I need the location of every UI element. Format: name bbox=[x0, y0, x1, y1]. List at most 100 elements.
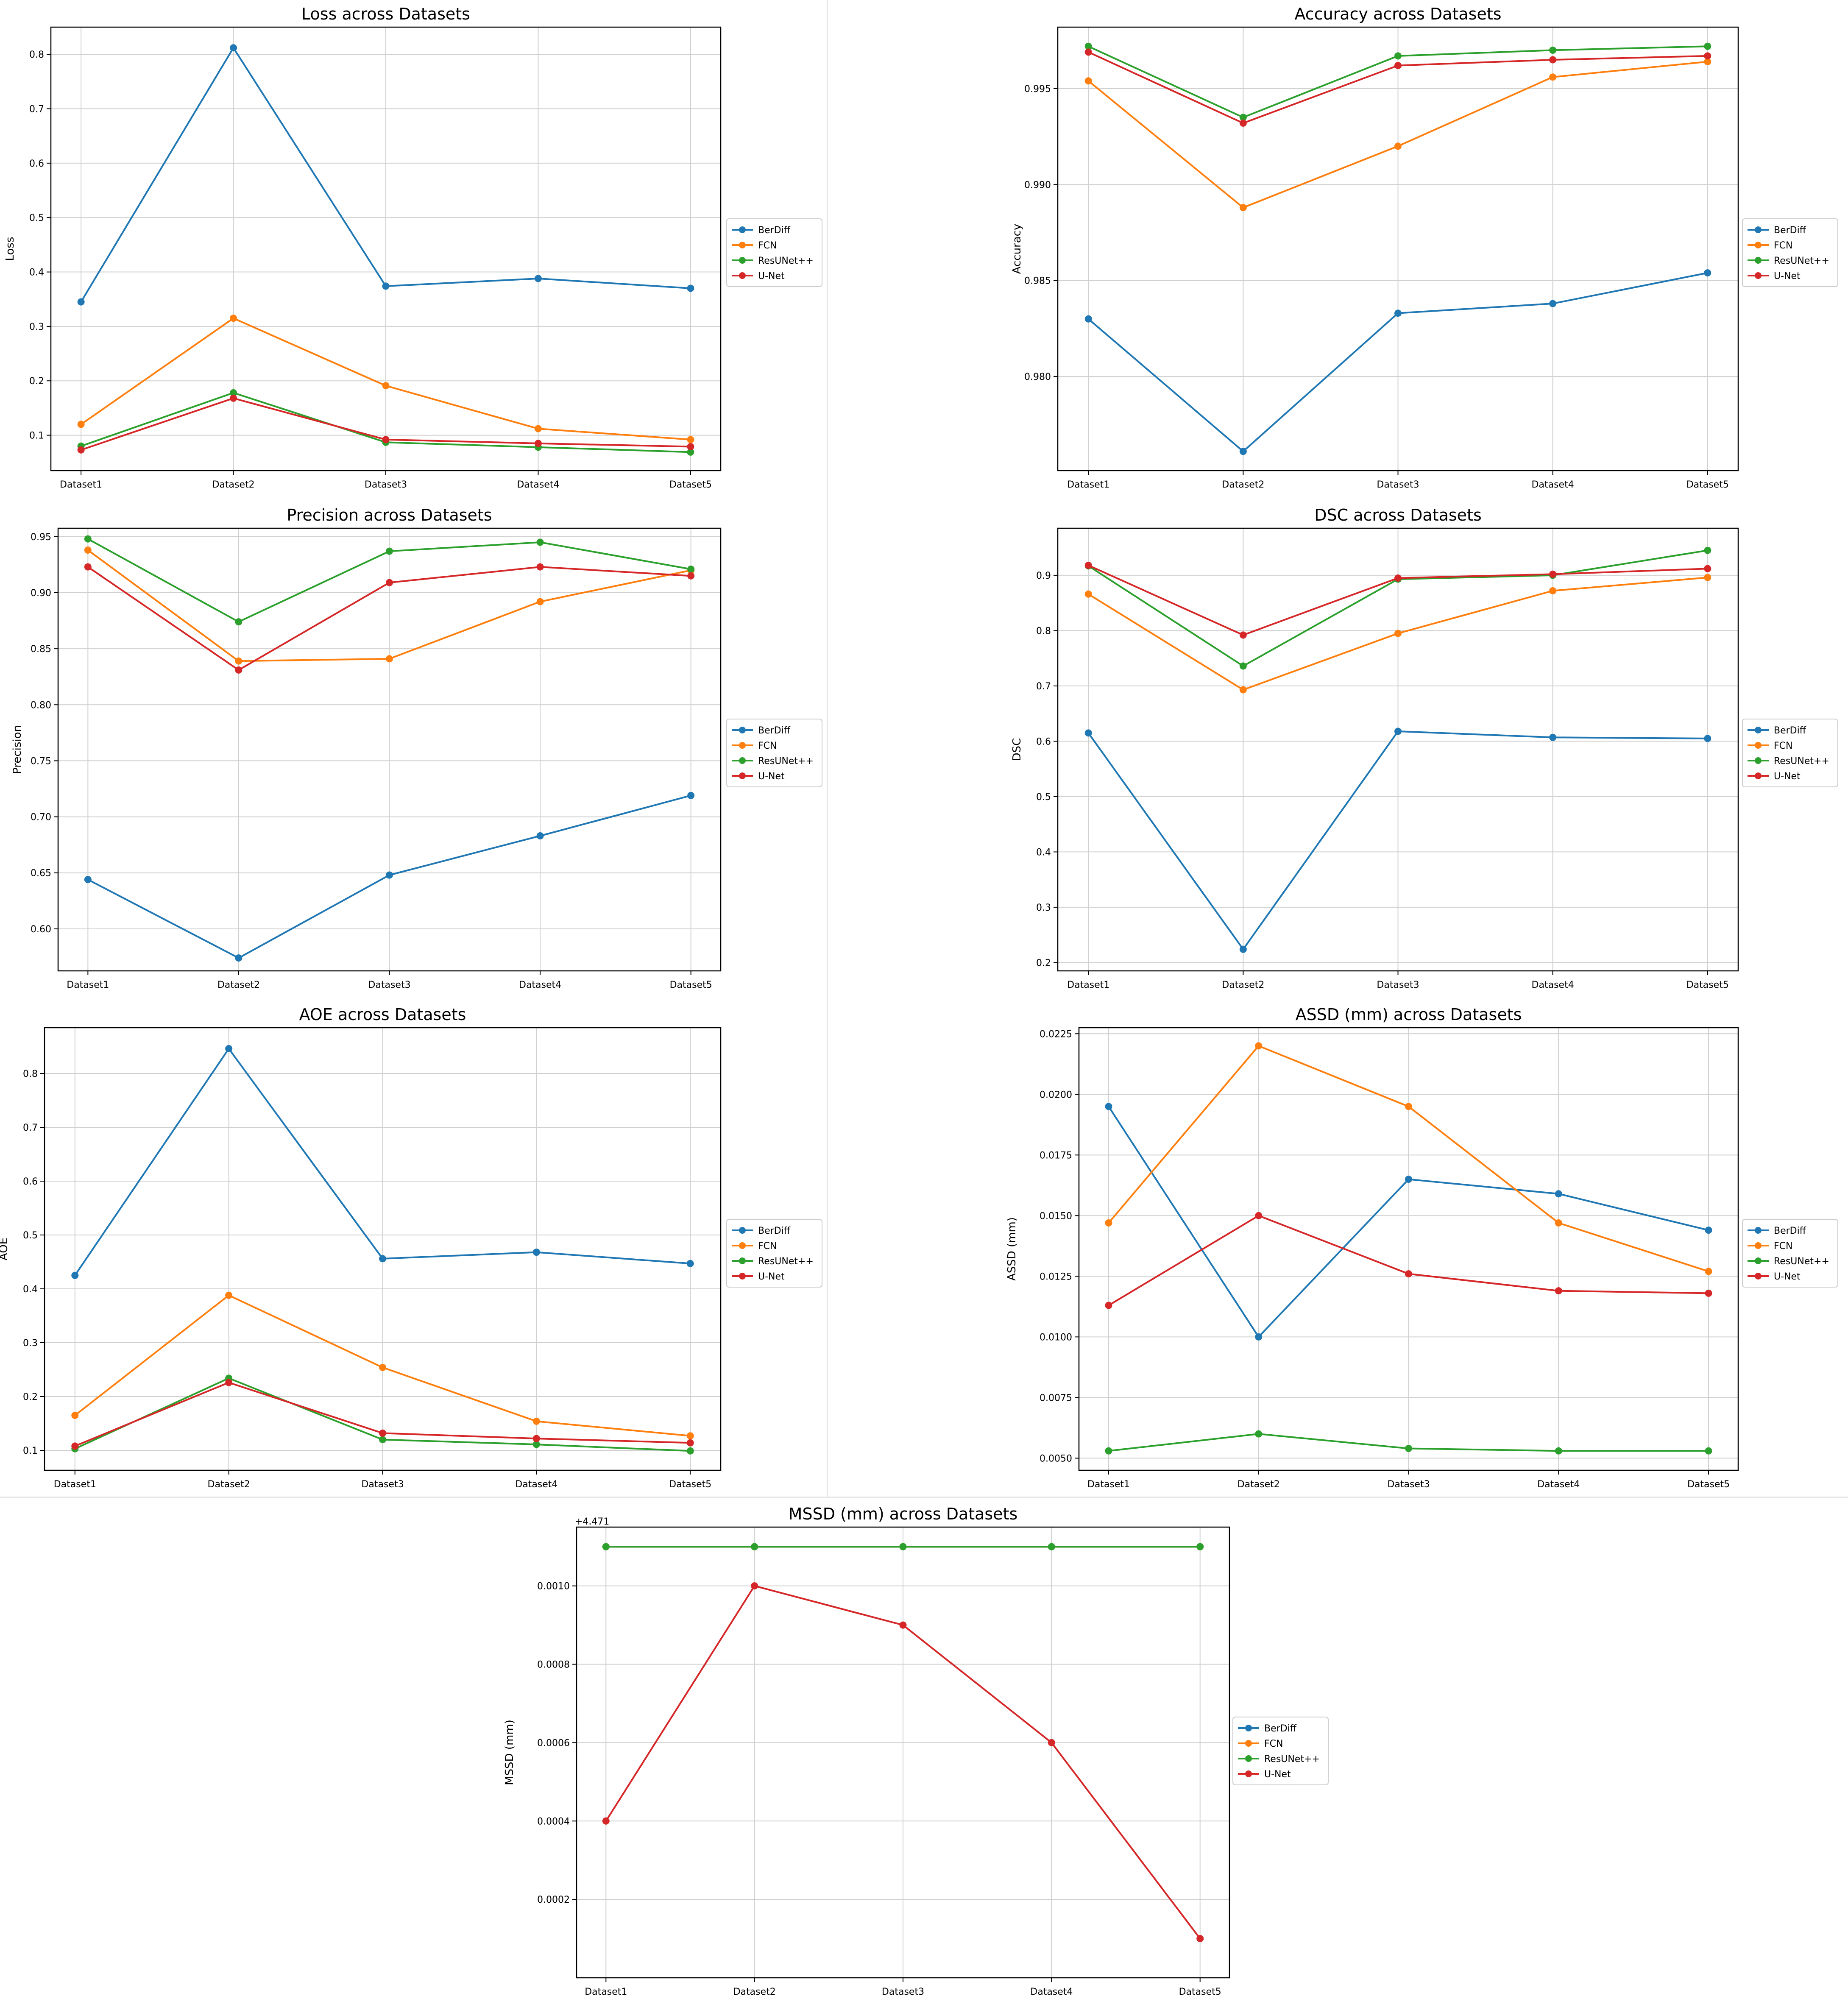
y-tick-label: 0.6 bbox=[29, 159, 44, 169]
legend-label: BerDiff bbox=[1264, 1723, 1297, 1734]
legend-marker bbox=[739, 1257, 746, 1264]
data-point-U-Net bbox=[1196, 1935, 1204, 1943]
data-point-U-Net bbox=[534, 440, 542, 447]
data-point-BerDiff bbox=[532, 1249, 540, 1256]
legend-label: BerDiff bbox=[1774, 225, 1806, 236]
legend-marker bbox=[1755, 1273, 1762, 1280]
plot-frame bbox=[57, 527, 722, 972]
y-tick-label: 0.80 bbox=[31, 700, 51, 711]
x-tick-label: Dataset3 bbox=[1377, 980, 1419, 990]
legend-marker bbox=[739, 242, 746, 248]
data-point-ResUNet++ bbox=[1549, 46, 1557, 54]
legend-box bbox=[1742, 719, 1838, 787]
data-point-BerDiff bbox=[1549, 733, 1557, 741]
data-point-BerDiff bbox=[1239, 448, 1247, 455]
legend-label: FCN bbox=[1264, 1739, 1283, 1749]
y-tick-label: 0.985 bbox=[1024, 276, 1051, 287]
legend-label: U-Net bbox=[1774, 1271, 1801, 1282]
data-point-BerDiff bbox=[1555, 1190, 1562, 1198]
chart-title: MSSD (mm) across Datasets bbox=[789, 1505, 1018, 1523]
data-point-BerDiff bbox=[1549, 300, 1557, 307]
legend-label: FCN bbox=[1774, 1241, 1792, 1252]
x-tick-label: Dataset2 bbox=[1238, 1479, 1280, 1490]
legend-box bbox=[726, 719, 822, 787]
data-point-ResUNet++ bbox=[1105, 1447, 1112, 1455]
data-point-BerDiff bbox=[1105, 1103, 1112, 1110]
dsc-chart-svg: DSC across Datasets Dataset1 Dataset2 Datas… bbox=[1011, 506, 1838, 990]
data-point-FCN bbox=[379, 1363, 386, 1371]
data-point-ResUNet++ bbox=[1704, 546, 1711, 554]
data-point-ResUNet++ bbox=[602, 1543, 610, 1550]
x-tick-label: Dataset1 bbox=[1067, 980, 1109, 990]
y-tick-label: 0.8 bbox=[29, 50, 44, 60]
x-tick-label: Dataset5 bbox=[1179, 1987, 1221, 1996]
y-tick-label: 0.0010 bbox=[537, 1581, 570, 1592]
data-point-ResUNet++ bbox=[1704, 42, 1711, 50]
y-offset-label: +4.471 bbox=[575, 1517, 609, 1527]
data-point-BerDiff bbox=[1394, 728, 1402, 735]
legend-label: U-Net bbox=[1774, 271, 1801, 282]
data-point-U-Net bbox=[1394, 62, 1402, 70]
y-tick-label: 0.0008 bbox=[537, 1660, 570, 1670]
data-point-ResUNet++ bbox=[379, 1436, 386, 1444]
y-tick-label: 0.0075 bbox=[1040, 1393, 1072, 1403]
legend-marker bbox=[1755, 242, 1762, 248]
legend-marker bbox=[1755, 772, 1762, 779]
y-tick-label: 0.0006 bbox=[537, 1738, 570, 1748]
data-point-U-Net bbox=[536, 563, 544, 571]
data-point-ResUNet++ bbox=[235, 618, 242, 626]
y-axis-label: Loss bbox=[4, 237, 17, 261]
data-point-FCN bbox=[1549, 73, 1557, 81]
data-point-FCN bbox=[382, 382, 390, 390]
data-point-BerDiff bbox=[536, 832, 544, 840]
x-tick-label: Dataset1 bbox=[1087, 1479, 1130, 1490]
data-point-ResUNet++ bbox=[1239, 114, 1247, 121]
x-tick-label: Dataset5 bbox=[669, 479, 712, 490]
data-point-U-Net bbox=[1048, 1739, 1055, 1746]
data-point-FCN bbox=[1394, 630, 1402, 637]
x-tick-label: Dataset5 bbox=[1687, 1479, 1730, 1490]
y-axis-label: AOE bbox=[0, 1238, 10, 1260]
y-tick-label: 0.2 bbox=[1036, 958, 1051, 968]
data-point-U-Net bbox=[1705, 1289, 1712, 1297]
data-point-U-Net bbox=[1084, 561, 1092, 569]
legend-marker bbox=[1755, 1227, 1762, 1234]
y-tick-label: 0.90 bbox=[31, 588, 51, 599]
data-point-ResUNet++ bbox=[536, 538, 544, 546]
x-tick-label: Dataset5 bbox=[1686, 980, 1729, 990]
x-tick-label: Dataset1 bbox=[60, 479, 102, 490]
x-tick-label: Dataset2 bbox=[212, 479, 254, 490]
plot-frame bbox=[1057, 527, 1739, 972]
y-tick-label: 0.85 bbox=[31, 644, 51, 655]
data-point-ResUNet++ bbox=[1084, 42, 1092, 50]
legend-label: U-Net bbox=[1774, 771, 1801, 782]
y-tick-label: 0.95 bbox=[31, 532, 51, 543]
legend-label: BerDiff bbox=[1774, 725, 1806, 736]
legend-label: U-Net bbox=[1264, 1769, 1291, 1780]
x-tick-label: Dataset2 bbox=[217, 980, 260, 990]
legend-box bbox=[1232, 1717, 1329, 1785]
x-tick-label: Dataset4 bbox=[515, 1479, 557, 1490]
data-point-BerDiff bbox=[379, 1255, 386, 1263]
legend-marker bbox=[1245, 1740, 1252, 1747]
legend-marker bbox=[1755, 1257, 1762, 1264]
y-tick-label: 0.2 bbox=[29, 376, 44, 387]
data-point-FCN bbox=[536, 598, 544, 605]
x-tick-label: Dataset2 bbox=[208, 1479, 250, 1490]
data-point-BerDiff bbox=[1084, 729, 1092, 737]
data-point-FCN bbox=[71, 1411, 79, 1419]
chart-title: Precision across Datasets bbox=[287, 506, 492, 524]
legend-marker bbox=[1755, 727, 1762, 733]
data-point-BerDiff bbox=[687, 792, 695, 799]
legend-marker bbox=[739, 226, 746, 233]
legend-label: FCN bbox=[758, 1241, 777, 1252]
legend-marker bbox=[1755, 272, 1762, 279]
data-point-BerDiff bbox=[1704, 269, 1711, 277]
legend-marker bbox=[1245, 1770, 1252, 1777]
y-tick-label: 0.3 bbox=[29, 322, 44, 332]
data-point-FCN bbox=[532, 1417, 540, 1425]
y-tick-label: 0.0150 bbox=[1040, 1211, 1072, 1221]
data-point-U-Net bbox=[1084, 48, 1092, 56]
y-tick-label: 0.5 bbox=[1036, 792, 1051, 803]
data-point-U-Net bbox=[235, 666, 242, 674]
